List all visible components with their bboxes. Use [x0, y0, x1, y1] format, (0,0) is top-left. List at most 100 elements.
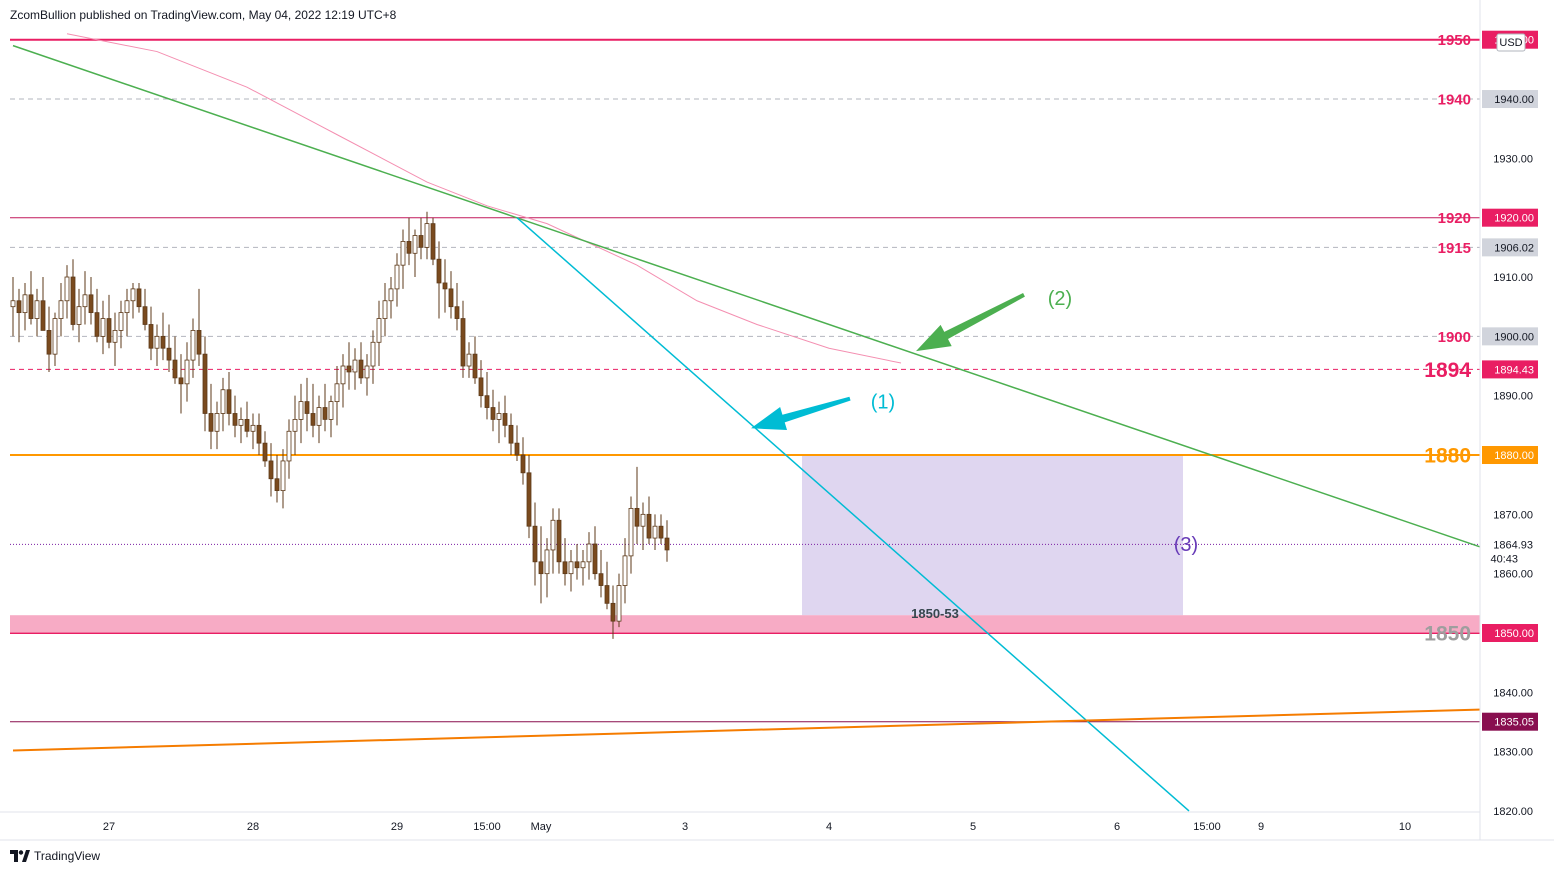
candle[interactable] [256, 413, 262, 456]
candle[interactable] [172, 336, 178, 384]
level-tag[interactable]: 1894 1894.43 [1424, 359, 1538, 382]
moving-average-line[interactable] [66, 33, 902, 364]
candle[interactable] [652, 514, 658, 550]
level-tag[interactable]: 1920 1920.00 [1438, 208, 1538, 227]
candle[interactable] [628, 496, 634, 574]
orange-support-line[interactable] [12, 707, 1502, 752]
candle[interactable] [514, 425, 520, 461]
candle[interactable] [124, 288, 130, 337]
candle[interactable] [586, 532, 592, 580]
candle[interactable] [160, 312, 166, 361]
candle[interactable] [322, 383, 328, 432]
candle[interactable] [178, 354, 184, 414]
arrow-1[interactable] [751, 396, 851, 431]
level-tag[interactable]: 1835.05 [1482, 712, 1538, 731]
level-tag[interactable]: 1940 1940.00 [1438, 90, 1538, 108]
candle[interactable] [244, 401, 250, 438]
candle[interactable] [274, 455, 280, 503]
candle[interactable] [430, 217, 436, 266]
candle[interactable] [34, 288, 40, 337]
candle[interactable] [496, 401, 502, 444]
candle[interactable] [490, 389, 496, 432]
candle[interactable] [148, 306, 154, 361]
candle[interactable] [100, 300, 106, 355]
candle[interactable] [484, 371, 490, 420]
candle[interactable] [346, 342, 352, 390]
candle[interactable] [394, 253, 400, 307]
level-tag[interactable]: 1915 1906.02 [1438, 238, 1538, 257]
candle[interactable] [334, 366, 340, 426]
candle[interactable] [520, 437, 526, 485]
candle[interactable] [610, 585, 616, 639]
candle[interactable] [532, 502, 538, 586]
candle[interactable] [436, 241, 442, 319]
candle[interactable] [76, 288, 82, 343]
candle[interactable] [550, 508, 556, 574]
candle[interactable] [226, 371, 232, 426]
candle[interactable] [574, 544, 580, 580]
candle[interactable] [502, 395, 508, 438]
candle[interactable] [70, 259, 76, 331]
candle[interactable] [106, 294, 112, 349]
candle[interactable] [448, 271, 454, 319]
candle[interactable] [292, 395, 298, 456]
range-box-3[interactable] [802, 455, 1183, 616]
candle[interactable] [208, 383, 214, 450]
candle[interactable] [460, 300, 466, 378]
candle[interactable] [622, 538, 628, 604]
candle[interactable] [316, 395, 322, 444]
candle[interactable] [412, 229, 418, 278]
candle[interactable] [190, 318, 196, 378]
candle[interactable] [478, 360, 484, 408]
candle[interactable] [616, 573, 622, 628]
candle[interactable] [442, 259, 448, 313]
candle[interactable] [352, 348, 358, 390]
candle[interactable] [52, 312, 58, 367]
candle[interactable] [406, 217, 412, 266]
cyan-trendline[interactable] [516, 217, 1190, 812]
candle[interactable] [388, 277, 394, 319]
candle[interactable] [118, 300, 124, 349]
candle[interactable] [526, 455, 532, 539]
candle[interactable] [424, 211, 430, 260]
candle[interactable] [88, 277, 94, 325]
candle[interactable] [376, 300, 382, 367]
candle[interactable] [340, 354, 346, 408]
candle[interactable] [568, 549, 574, 592]
annotation-2[interactable]: (2) [1048, 288, 1072, 310]
candle[interactable] [196, 288, 202, 367]
candle[interactable] [268, 443, 274, 497]
candle[interactable] [370, 330, 376, 384]
candle[interactable] [286, 419, 292, 479]
candle[interactable] [310, 383, 316, 438]
tradingview-footer[interactable]: TradingView [10, 849, 100, 863]
candle[interactable] [142, 288, 148, 331]
candle[interactable] [604, 561, 610, 610]
candle[interactable] [28, 271, 34, 325]
support-zone-1850-53[interactable] [10, 615, 1480, 633]
candle[interactable] [82, 271, 88, 325]
annotation-1[interactable]: (1) [871, 392, 895, 414]
candle[interactable] [664, 520, 670, 562]
candle[interactable] [136, 282, 142, 313]
candle[interactable] [184, 342, 190, 402]
candle[interactable] [22, 282, 28, 331]
arrow-2[interactable] [916, 293, 1025, 352]
candle[interactable] [658, 514, 664, 545]
candle[interactable] [280, 449, 286, 509]
green-trendline[interactable] [12, 44, 1490, 551]
candle[interactable] [358, 342, 364, 384]
candle[interactable] [262, 431, 268, 467]
candle[interactable] [238, 407, 244, 444]
candle[interactable] [466, 342, 472, 378]
candle[interactable] [544, 538, 550, 598]
candle[interactable] [556, 508, 562, 574]
candle[interactable] [580, 549, 586, 586]
candle[interactable] [232, 395, 238, 438]
candle[interactable] [214, 401, 220, 450]
candle[interactable] [400, 229, 406, 289]
level-tag[interactable]: 1850 1850.00 [1424, 623, 1538, 646]
candle[interactable] [220, 377, 226, 432]
candle[interactable] [592, 526, 598, 580]
